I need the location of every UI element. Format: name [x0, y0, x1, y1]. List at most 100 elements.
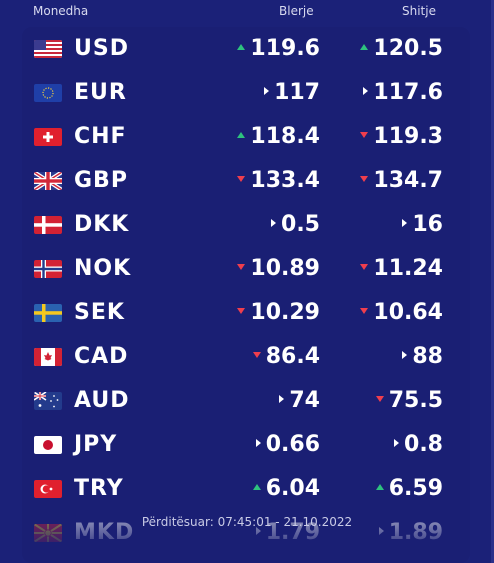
currency-code: SEK	[74, 300, 125, 325]
trend-down-icon	[360, 132, 369, 138]
buy-rate: 118.4	[237, 124, 320, 149]
trend-down-icon	[237, 176, 246, 182]
rate-row-try[interactable]: TRY 6.04 6.59	[22, 467, 470, 511]
sell-rate-value: 75.5	[388, 388, 443, 413]
trend-up-icon	[252, 484, 261, 490]
buy-rate: 74	[279, 388, 320, 413]
rate-row-jpy[interactable]: JPY 0.66 0.8	[22, 423, 470, 467]
trend-unchanged-icon	[255, 439, 261, 447]
buy-rate-value: 86.4	[265, 344, 320, 369]
buy-rate-value: 10.89	[250, 256, 320, 281]
trend-unchanged-icon	[264, 87, 270, 95]
sell-rate-value: 11.24	[373, 256, 443, 281]
sell-rate-value: 120.5	[373, 36, 443, 61]
sell-rate: 0.8	[394, 432, 443, 457]
column-header-currency: Monedha	[33, 4, 89, 18]
trend-down-icon	[237, 308, 246, 314]
buy-rate: 117	[264, 80, 320, 105]
buy-rate: 10.29	[237, 300, 320, 325]
buy-rate: 119.6	[237, 36, 320, 61]
sell-rate-value: 16	[412, 212, 443, 237]
buy-rate-value: 0.5	[281, 212, 320, 237]
column-header-buy: Blerje	[279, 4, 314, 18]
rate-row-usd[interactable]: USD 119.6 120.5	[22, 27, 470, 71]
buy-rate-value: 119.6	[250, 36, 320, 61]
buy-rate-value: 133.4	[250, 168, 320, 193]
rate-row-eur[interactable]: EUR 117 117.6	[22, 71, 470, 115]
currency-code: JPY	[74, 432, 118, 457]
buy-rate-value: 118.4	[250, 124, 320, 149]
gb-flag-icon	[34, 172, 62, 190]
exchange-rates-panel[interactable]: USD 119.6 120.5 EUR 117 117.6 CHF 118.4 119.3 GBP…	[22, 27, 470, 563]
se-flag-icon	[34, 304, 62, 322]
trend-unchanged-icon	[402, 351, 408, 359]
sell-rate: 88	[402, 344, 443, 369]
sell-rate-value: 6.59	[388, 476, 443, 501]
column-header-sell: Shitje	[402, 4, 436, 18]
trend-unchanged-icon	[394, 439, 400, 447]
buy-rate: 10.89	[237, 256, 320, 281]
sell-rate: 134.7	[360, 168, 443, 193]
currency-code: CHF	[74, 124, 127, 149]
currency-code: TRY	[74, 476, 124, 501]
trend-up-icon	[375, 484, 384, 490]
trend-up-icon	[237, 44, 246, 50]
trend-down-icon	[360, 264, 369, 270]
jp-flag-icon	[34, 436, 62, 454]
sell-rate: 120.5	[360, 36, 443, 61]
rate-row-sek[interactable]: SEK 10.29 10.64	[22, 291, 470, 335]
sell-rate-value: 134.7	[373, 168, 443, 193]
sell-rate: 16	[402, 212, 443, 237]
trend-down-icon	[360, 176, 369, 182]
trend-up-icon	[237, 132, 246, 138]
currency-code: DKK	[74, 212, 130, 237]
buy-rate: 133.4	[237, 168, 320, 193]
trend-down-icon	[237, 264, 246, 270]
ch-flag-icon	[34, 128, 62, 146]
buy-rate: 0.5	[271, 212, 320, 237]
rate-row-gbp[interactable]: GBP 133.4 134.7	[22, 159, 470, 203]
buy-rate-value: 0.66	[265, 432, 320, 457]
sell-rate: 10.64	[360, 300, 443, 325]
buy-rate-value: 6.04	[265, 476, 320, 501]
trend-unchanged-icon	[279, 395, 285, 403]
sell-rate-value: 10.64	[373, 300, 443, 325]
no-flag-icon	[34, 260, 62, 278]
sell-rate: 11.24	[360, 256, 443, 281]
rate-row-chf[interactable]: CHF 118.4 119.3	[22, 115, 470, 159]
rate-row-cad[interactable]: CAD 86.4 88	[22, 335, 470, 379]
trend-unchanged-icon	[271, 219, 277, 227]
buy-rate: 86.4	[252, 344, 320, 369]
trend-down-icon	[360, 308, 369, 314]
buy-rate-value: 10.29	[250, 300, 320, 325]
rate-row-nok[interactable]: NOK 10.89 11.24	[22, 247, 470, 291]
trend-down-icon	[252, 352, 261, 358]
buy-rate-value: 74	[289, 388, 320, 413]
sell-rate: 6.59	[375, 476, 443, 501]
us-flag-icon	[34, 40, 62, 58]
buy-rate: 0.66	[255, 432, 320, 457]
currency-code: USD	[74, 36, 129, 61]
buy-rate-value: 117	[274, 80, 320, 105]
sell-rate-value: 0.8	[404, 432, 443, 457]
currency-code: GBP	[74, 168, 128, 193]
rate-row-aud[interactable]: AUD 74 75.5	[22, 379, 470, 423]
currency-code: CAD	[74, 344, 129, 369]
trend-up-icon	[360, 44, 369, 50]
sell-rate: 75.5	[375, 388, 443, 413]
sell-rate-value: 119.3	[373, 124, 443, 149]
rate-row-dkk[interactable]: DKK 0.5 16	[22, 203, 470, 247]
sell-rate-value: 117.6	[373, 80, 443, 105]
trend-unchanged-icon	[402, 219, 408, 227]
last-updated-text: Përditësuar: 07:45:01 - 21.10.2022	[141, 515, 353, 529]
sell-rate: 117.6	[363, 80, 443, 105]
currency-code: NOK	[74, 256, 132, 281]
sell-rate-value: 88	[412, 344, 443, 369]
window-edge	[491, 0, 494, 563]
tr-flag-icon	[34, 480, 62, 498]
sell-rate: 119.3	[360, 124, 443, 149]
currency-code: AUD	[74, 388, 130, 413]
trend-unchanged-icon	[363, 87, 369, 95]
au-flag-icon	[34, 392, 62, 410]
currency-code: EUR	[74, 80, 127, 105]
